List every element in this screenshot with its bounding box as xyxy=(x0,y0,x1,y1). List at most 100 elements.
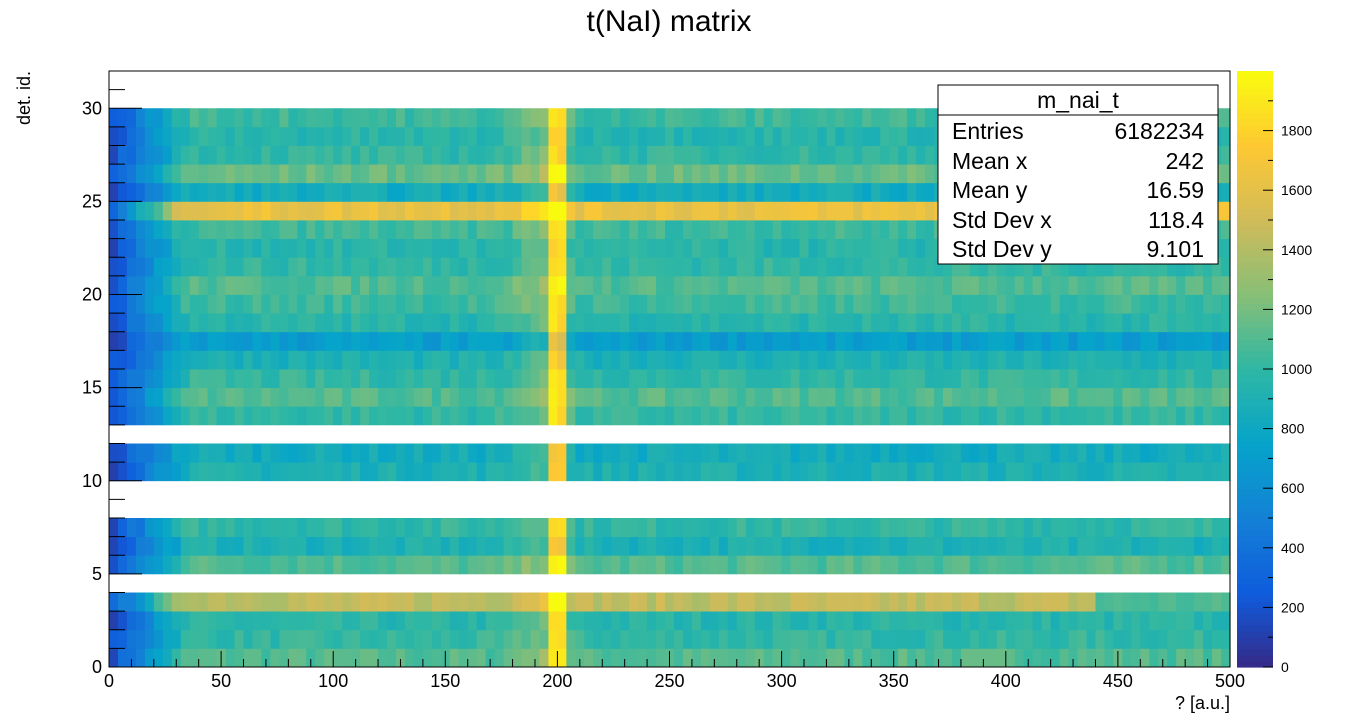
color-scale-segment xyxy=(1237,577,1273,585)
heatmap-cell xyxy=(360,201,370,221)
heatmap-cell xyxy=(593,555,603,575)
heatmap-cell xyxy=(378,164,388,184)
heatmap-cell xyxy=(745,145,756,165)
heatmap-cell xyxy=(297,629,307,649)
heatmap-cell xyxy=(135,108,146,128)
heatmap-cell xyxy=(584,164,594,184)
heatmap-cell xyxy=(458,126,469,146)
heatmap-cell xyxy=(395,126,406,146)
heatmap-cell xyxy=(656,555,666,575)
heatmap-cell xyxy=(611,313,621,333)
heatmap-cell xyxy=(1185,555,1195,575)
heatmap-cell xyxy=(844,387,854,407)
heatmap-cell xyxy=(351,592,361,612)
heatmap-cell xyxy=(288,629,298,649)
heatmap-cell xyxy=(162,462,173,482)
heatmap-cell xyxy=(880,294,890,314)
heatmap-cell xyxy=(449,275,460,295)
heatmap-cell xyxy=(458,387,469,407)
heatmap-cell xyxy=(1095,313,1106,333)
heatmap-cell xyxy=(700,126,711,146)
heatmap-cell xyxy=(853,406,863,426)
heatmap-cell xyxy=(656,387,666,407)
heatmap-cell xyxy=(530,257,541,277)
heatmap-cell xyxy=(700,555,711,575)
heatmap-cell xyxy=(1050,313,1061,333)
heatmap-cell xyxy=(369,108,379,128)
heatmap-cell xyxy=(207,518,218,538)
heatmap-cell xyxy=(440,294,451,314)
heatmap-cell xyxy=(360,220,370,240)
heatmap-cell xyxy=(1005,592,1016,612)
heatmap-cell xyxy=(1104,350,1115,370)
heatmap-cell xyxy=(189,648,200,668)
heatmap-cell xyxy=(1005,331,1016,351)
heatmap-cell xyxy=(673,238,684,258)
heatmap-cell xyxy=(485,611,496,631)
heatmap-cell xyxy=(736,201,747,221)
heatmap-cell xyxy=(521,462,532,482)
heatmap-cell xyxy=(189,629,200,649)
heatmap-cell xyxy=(754,201,765,221)
heatmap-cell xyxy=(907,331,917,351)
heatmap-cell xyxy=(575,518,585,538)
heatmap-cell xyxy=(1023,294,1034,314)
heatmap-cell xyxy=(629,462,639,482)
heatmap-cell xyxy=(781,350,792,370)
heatmap-cell xyxy=(252,350,263,370)
heatmap-cell xyxy=(288,164,298,184)
heatmap-cell xyxy=(1140,331,1150,351)
heatmap-cell xyxy=(1059,462,1070,482)
heatmap-cell xyxy=(261,648,272,668)
heatmap-cell xyxy=(360,108,370,128)
heatmap-cell xyxy=(512,350,523,370)
heatmap-cell xyxy=(440,182,451,202)
heatmap-cell xyxy=(225,369,236,389)
heatmap-cell xyxy=(871,555,881,575)
heatmap-cell xyxy=(700,387,711,407)
heatmap-cell xyxy=(467,462,478,482)
heatmap-cell xyxy=(745,275,756,295)
heatmap-cell xyxy=(404,462,415,482)
heatmap-cell xyxy=(333,108,343,128)
heatmap-cell xyxy=(889,350,899,370)
heatmap-cell xyxy=(431,126,442,146)
heatmap-cell xyxy=(575,369,585,389)
heatmap-cell xyxy=(665,518,675,538)
heatmap-cell xyxy=(117,126,128,146)
heatmap-cell xyxy=(243,313,254,333)
heatmap-cell xyxy=(306,294,316,314)
heatmap-cell xyxy=(261,182,272,202)
color-scale-segment xyxy=(1237,494,1273,501)
heatmap-cell xyxy=(647,220,657,240)
heatmap-cell xyxy=(826,387,837,407)
heatmap-cell xyxy=(395,629,406,649)
heatmap-cell xyxy=(808,462,819,482)
heatmap-cell xyxy=(485,443,496,463)
heatmap-cell xyxy=(1077,406,1088,426)
heatmap-cell xyxy=(539,536,550,556)
heatmap-cell xyxy=(431,238,442,258)
heatmap-cell xyxy=(647,443,657,463)
heatmap-cell xyxy=(925,331,935,351)
heatmap-cell xyxy=(647,611,657,631)
heatmap-cell xyxy=(593,108,603,128)
heatmap-cell xyxy=(844,294,854,314)
heatmap-cell xyxy=(1014,592,1025,612)
heatmap-cell xyxy=(351,257,361,277)
heatmap-cell xyxy=(566,220,576,240)
heatmap-cell xyxy=(745,238,756,258)
heatmap-cell xyxy=(1176,611,1186,631)
heatmap-cell xyxy=(279,443,289,463)
heatmap-cell xyxy=(476,350,487,370)
heatmap-cell xyxy=(369,518,379,538)
heatmap-cell xyxy=(691,611,702,631)
heatmap-cell xyxy=(494,313,505,333)
heatmap-cell xyxy=(279,164,289,184)
heatmap-cell xyxy=(772,313,783,333)
heatmap-cell xyxy=(1005,313,1016,333)
heatmap-cell xyxy=(180,555,191,575)
heatmap-cell xyxy=(306,611,316,631)
heatmap-cell xyxy=(943,443,953,463)
heatmap-cell xyxy=(342,313,352,333)
